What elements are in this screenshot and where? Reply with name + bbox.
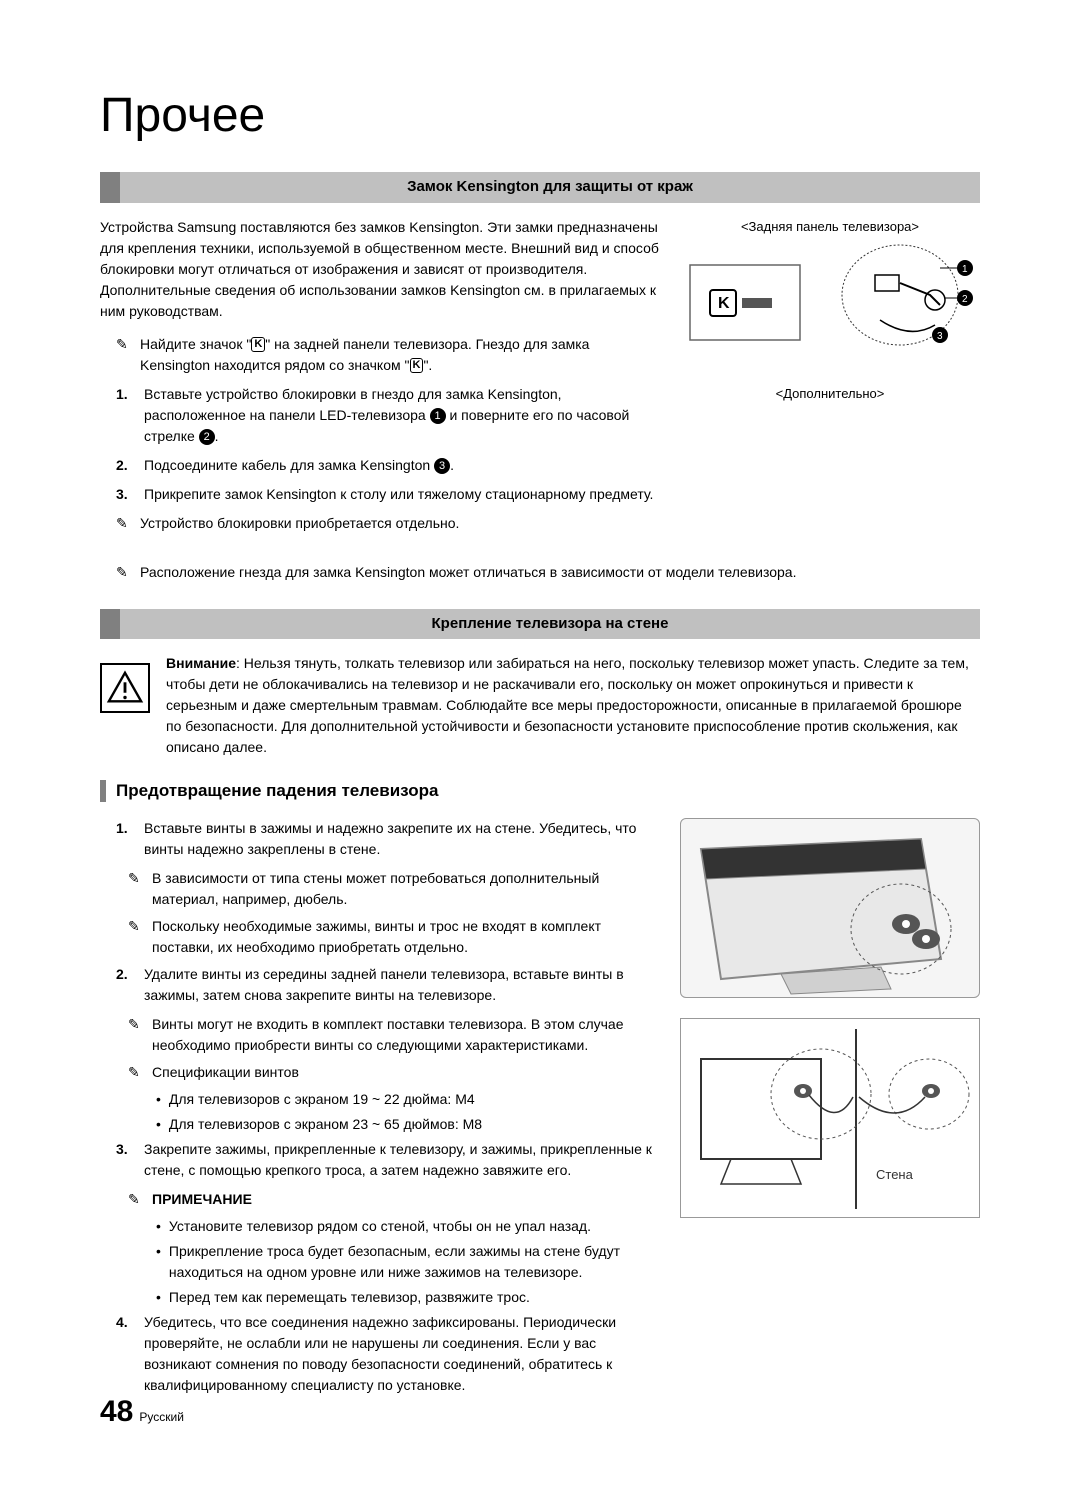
section3-diagrams: Стена [680,818,980,1404]
bullet-item: • Для телевизоров с экраном 19 ~ 22 дюйм… [156,1089,660,1110]
note-icon: ✎ [116,513,134,534]
k-icon: K [251,337,265,352]
section1-diagram: <Задняя панель телевизора> K 1 2 [680,217,980,542]
svg-text:2: 2 [962,294,968,305]
svg-text:1: 1 [962,264,968,275]
note-icon: ✎ [116,334,134,376]
note-icon: ✎ [128,1014,146,1056]
section1-step2: 2. Подсоедините кабель для замка Kensing… [100,455,660,476]
k-icon: K [410,358,424,373]
page-content: Прочее Замок Kensington для защиты от кр… [0,0,1080,1464]
wall-mount-diagram: Стена [680,1018,980,1218]
bullet-dot: • [156,1089,161,1110]
section3-step2: 2. Удалите винты из середины задней пане… [100,964,660,1006]
svg-text:3: 3 [937,331,943,342]
step-number: 1. [116,818,136,860]
section1-note2: ✎ Устройство блокировки приобретается от… [100,513,660,534]
section1-row: Устройства Samsung поставляются без замк… [100,217,980,542]
wall-label: Стена [876,1167,914,1182]
step1-text: Вставьте устройство блокировки в гнездо … [144,384,660,447]
section3-row: 1. Вставьте винты в зажимы и надежно зак… [100,818,980,1404]
step-number: 2. [116,455,136,476]
section1-text: Устройства Samsung поставляются без замк… [100,217,660,542]
page-footer: 48 Русский [100,1389,184,1434]
circle-marker-2: 2 [199,429,215,445]
subsection-title: Предотвращение падения телевизора [116,778,438,804]
page-language: Русский [139,1408,184,1426]
section1-note1-text: Найдите значок "K" на задней панели теле… [140,334,660,376]
kensington-svg: K 1 2 3 [680,240,980,360]
section3-step3-bullets: • Установите телевизор рядом со стеной, … [156,1216,660,1308]
step-number: 1. [116,384,136,447]
section3-step1-note2: ✎ Поскольку необходимые зажимы, винты и … [128,916,660,958]
warning-icon [100,663,150,713]
tv-back-svg [681,819,981,999]
section-header-kensington: Замок Kensington для защиты от краж [100,172,980,203]
step-number: 4. [116,1312,136,1396]
svg-text:K: K [718,295,730,312]
note-icon: ✎ [116,562,134,583]
note-icon: ✎ [128,1062,146,1083]
bullet-dot: • [156,1114,161,1135]
step2-text: Подсоедините кабель для замка Kensington… [144,455,660,476]
section1-step3: 3. Прикрепите замок Kensington к столу и… [100,484,660,505]
section3-step2-note1: ✎ Винты могут не входить в комплект пост… [128,1014,660,1056]
bullet-dot: • [156,1287,161,1308]
bullet-item: • Прикрепление троса будет безопасным, е… [156,1241,660,1283]
step-number: 2. [116,964,136,1006]
section3-text: 1. Вставьте винты в зажимы и надежно зак… [100,818,660,1404]
circle-marker-1: 1 [430,408,446,424]
warning-box: Внимание: Нельзя тянуть, толкать телевиз… [100,653,980,758]
section1-note1: ✎ Найдите значок "K" на задней панели те… [100,334,660,376]
bullet-dot: • [156,1216,161,1237]
section1-intro: Устройства Samsung поставляются без замк… [100,217,660,322]
section3-step1: 1. Вставьте винты в зажимы и надежно зак… [100,818,660,860]
note-icon: ✎ [128,1189,146,1210]
wall-mount-svg: Стена [681,1019,981,1219]
section3-step3: 3. Закрепите зажимы, прикрепленные к тел… [100,1139,660,1181]
section3-step2-bullets: • Для телевизоров с экраном 19 ~ 22 дюйм… [156,1089,660,1135]
step-number: 3. [116,1139,136,1181]
bullet-item: • Перед тем как перемещать телевизор, ра… [156,1287,660,1308]
section1-step1: 1. Вставьте устройство блокировки в гнез… [100,384,660,447]
bullet-dot: • [156,1241,161,1283]
section3-step1-note1: ✎ В зависимости от типа стены может потр… [128,868,660,910]
section-header-wall: Крепление телевизора на стене [100,609,980,640]
note-icon: ✎ [128,868,146,910]
subsection-header: Предотвращение падения телевизора [100,778,980,804]
subsection-bar [100,780,106,802]
section3-step3-notelabel: ✎ ПРИМЕЧАНИЕ [128,1189,660,1210]
section1-note3: ✎ Расположение гнезда для замка Kensingt… [100,562,980,583]
bullet-item: • Для телевизоров с экраном 23 ~ 65 дюйм… [156,1114,660,1135]
bullet-item: • Установите телевизор рядом со стеной, … [156,1216,660,1237]
circle-marker-3: 3 [434,458,450,474]
diagram-label-top: <Задняя панель телевизора> [680,217,980,237]
step-number: 3. [116,484,136,505]
warning-text: Внимание: Нельзя тянуть, толкать телевиз… [166,653,980,758]
note-icon: ✎ [128,916,146,958]
page-title: Прочее [100,80,980,152]
section3-step2-note2: ✎ Спецификации винтов [128,1062,660,1083]
kensington-diagram: K 1 2 3 [680,240,980,380]
tv-back-diagram [680,818,980,998]
page-number: 48 [100,1389,133,1434]
diagram-label-bottom: <Дополнительно> [680,384,980,404]
step3-text: Прикрепите замок Kensington к столу или … [144,484,660,505]
section3-step4: 4. Убедитесь, что все соединения надежно… [100,1312,660,1396]
